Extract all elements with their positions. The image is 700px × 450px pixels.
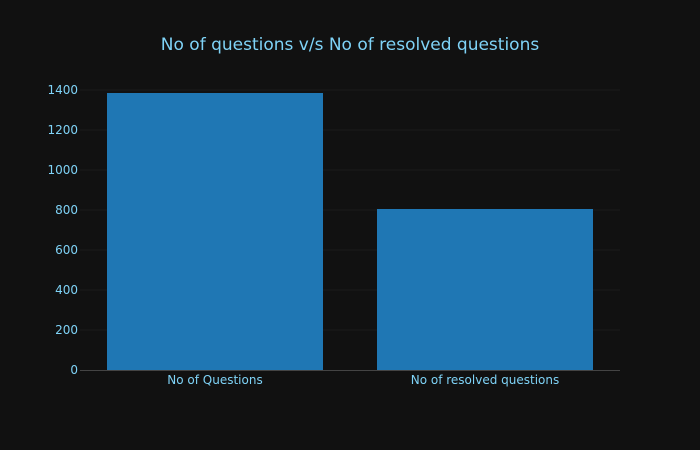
x-tick-label: No of resolved questions — [411, 373, 560, 387]
bar[interactable] — [107, 93, 323, 370]
bar[interactable] — [377, 209, 593, 370]
y-tick-label: 400 — [55, 283, 78, 297]
chart-title: No of questions v/s No of resolved quest… — [161, 35, 540, 55]
x-tick-label: No of Questions — [167, 373, 262, 387]
y-axis-ticks: 0 200 400 600 800 1000 1200 1400 — [47, 83, 78, 377]
y-tick-label: 800 — [55, 203, 78, 217]
y-tick-label: 200 — [55, 323, 78, 337]
y-tick-label: 1400 — [47, 83, 78, 97]
bars — [107, 93, 593, 370]
y-tick-label: 0 — [70, 363, 78, 377]
y-tick-label: 1200 — [47, 123, 78, 137]
y-tick-label: 1000 — [47, 163, 78, 177]
y-tick-label: 600 — [55, 243, 78, 257]
x-axis-ticks: No of Questions No of resolved questions — [167, 373, 559, 387]
